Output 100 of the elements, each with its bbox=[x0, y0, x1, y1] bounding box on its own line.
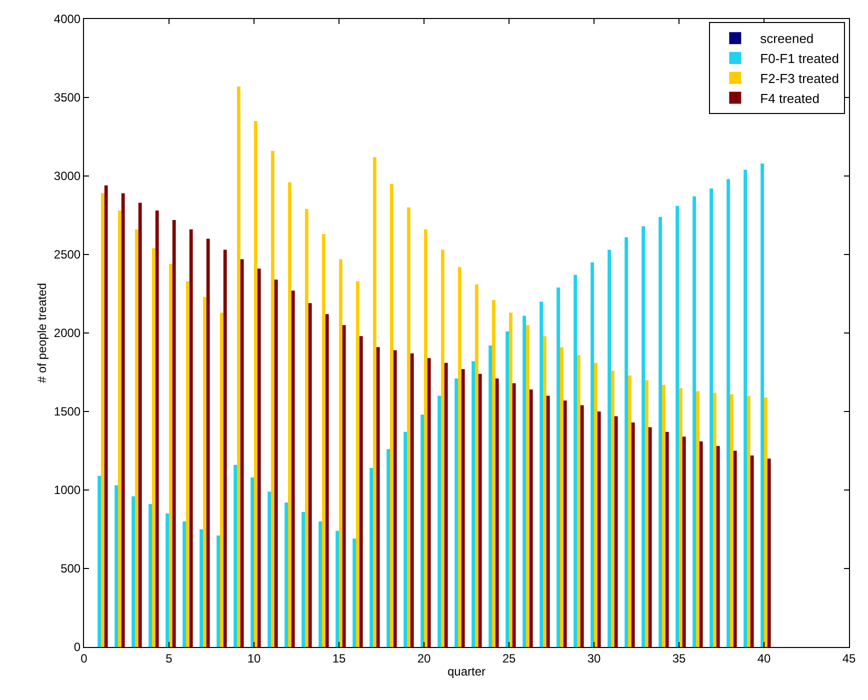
bar bbox=[166, 514, 169, 647]
bar bbox=[631, 422, 635, 647]
bar bbox=[172, 220, 176, 647]
bar bbox=[118, 210, 122, 647]
bar bbox=[563, 400, 567, 647]
bar bbox=[710, 188, 713, 647]
bar bbox=[648, 427, 652, 647]
bar bbox=[492, 300, 496, 647]
bar bbox=[234, 464, 237, 647]
bar bbox=[114, 485, 118, 647]
bar bbox=[608, 250, 611, 647]
bar bbox=[580, 405, 584, 647]
bar bbox=[206, 238, 210, 647]
bar bbox=[169, 264, 172, 647]
bar bbox=[478, 374, 482, 647]
bar bbox=[658, 216, 662, 647]
bar bbox=[240, 259, 244, 647]
bar bbox=[152, 248, 156, 647]
bar bbox=[203, 296, 206, 647]
x-tick-label: 35 bbox=[672, 651, 686, 666]
bar bbox=[716, 446, 720, 647]
y-tick-label: 500 bbox=[60, 562, 81, 576]
bar bbox=[509, 312, 512, 647]
bar bbox=[223, 250, 227, 647]
bar bbox=[138, 202, 142, 647]
y-tick-label: 1500 bbox=[54, 404, 81, 419]
bar bbox=[441, 250, 444, 647]
bar bbox=[750, 455, 754, 647]
y-axis-title: # of people treated bbox=[35, 282, 50, 384]
bar bbox=[376, 347, 380, 647]
bar bbox=[356, 281, 360, 647]
bar bbox=[271, 150, 274, 647]
bar bbox=[574, 274, 577, 647]
bar bbox=[302, 512, 305, 647]
bar bbox=[135, 229, 138, 647]
bar bbox=[404, 432, 407, 647]
bar bbox=[733, 450, 737, 647]
bar bbox=[767, 458, 771, 647]
bar bbox=[614, 416, 618, 647]
bar bbox=[182, 521, 186, 647]
bar bbox=[216, 536, 220, 647]
bar bbox=[540, 302, 543, 647]
legend-label: F0-F1 treated bbox=[760, 51, 839, 66]
bar bbox=[506, 331, 509, 647]
y-tick-label: 1000 bbox=[54, 483, 81, 498]
bar bbox=[560, 347, 564, 647]
bar bbox=[454, 378, 458, 647]
x-tick-label: 10 bbox=[247, 651, 261, 666]
bar bbox=[645, 380, 648, 647]
bar bbox=[512, 383, 516, 647]
x-tick-label: 15 bbox=[332, 651, 346, 666]
bar bbox=[543, 336, 546, 647]
bar bbox=[665, 432, 669, 647]
bar bbox=[611, 370, 614, 647]
y-tick-label: 4000 bbox=[54, 12, 81, 26]
y-tick-label: 0 bbox=[74, 640, 81, 654]
bar bbox=[597, 412, 601, 647]
bar bbox=[373, 157, 376, 647]
bar bbox=[121, 193, 125, 647]
x-tick-label: 20 bbox=[417, 651, 431, 666]
bar bbox=[104, 185, 108, 647]
bar bbox=[410, 353, 414, 647]
y-tick-label: 3000 bbox=[54, 169, 81, 184]
bar bbox=[522, 316, 526, 647]
y-tick-label: 3500 bbox=[54, 90, 81, 105]
bar bbox=[325, 314, 329, 647]
bar bbox=[98, 476, 101, 647]
bar bbox=[308, 303, 312, 647]
bar bbox=[132, 496, 135, 647]
bar bbox=[200, 529, 203, 647]
bar bbox=[237, 86, 240, 647]
x-tick-label: 40 bbox=[757, 651, 771, 666]
bar bbox=[682, 436, 686, 647]
bar bbox=[359, 336, 363, 647]
legend-label: screened bbox=[760, 31, 814, 46]
bar bbox=[444, 362, 448, 647]
bar bbox=[696, 391, 700, 647]
bar bbox=[676, 206, 679, 647]
bar bbox=[288, 182, 292, 647]
legend-label: F4 treated bbox=[760, 90, 820, 106]
x-tick-label: 25 bbox=[502, 651, 516, 666]
bar bbox=[420, 414, 424, 647]
bar bbox=[101, 193, 104, 647]
bar bbox=[624, 237, 628, 647]
x-tick-label: 45 bbox=[842, 651, 856, 666]
bar bbox=[726, 179, 730, 647]
bar bbox=[352, 538, 356, 647]
bar bbox=[427, 358, 431, 647]
bar bbox=[342, 325, 346, 647]
bar bbox=[268, 492, 271, 647]
bar bbox=[662, 384, 666, 647]
bar bbox=[679, 388, 682, 647]
bar bbox=[220, 312, 224, 647]
bar bbox=[339, 259, 342, 647]
bar bbox=[155, 210, 159, 647]
bar bbox=[577, 354, 580, 647]
bar bbox=[189, 229, 193, 647]
bar bbox=[461, 369, 465, 647]
bar bbox=[424, 229, 428, 647]
bar bbox=[546, 396, 550, 647]
